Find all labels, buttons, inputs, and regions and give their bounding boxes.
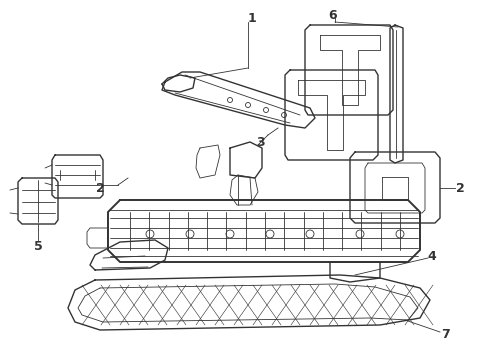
Text: 3: 3	[256, 135, 264, 149]
Text: 6: 6	[329, 9, 337, 22]
Text: 1: 1	[247, 12, 256, 24]
Text: 4: 4	[428, 249, 437, 262]
Text: 5: 5	[34, 239, 42, 252]
Text: 7: 7	[441, 328, 449, 341]
Text: 2: 2	[96, 181, 104, 194]
Text: 2: 2	[456, 181, 465, 194]
